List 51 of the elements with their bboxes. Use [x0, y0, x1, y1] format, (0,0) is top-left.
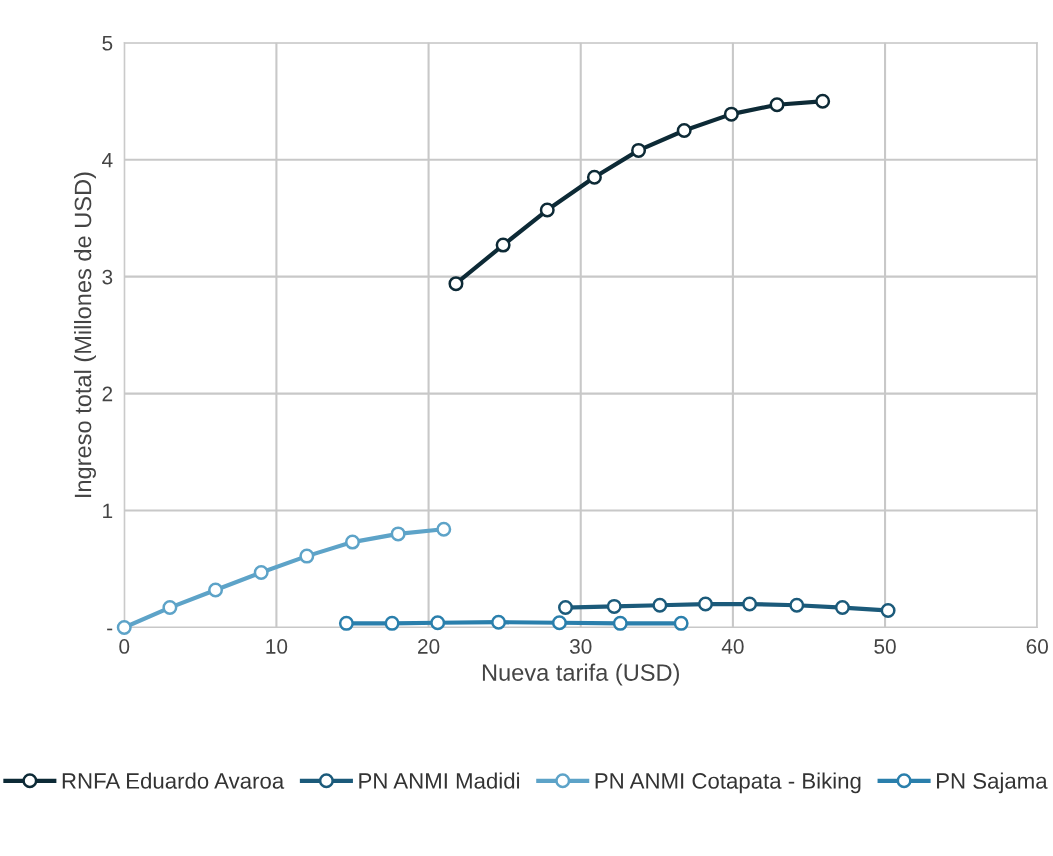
point	[491, 614, 507, 630]
point	[448, 276, 464, 292]
y-tick-label: 3	[102, 269, 113, 285]
x-tick-label: 30	[569, 639, 592, 654]
point	[344, 534, 360, 550]
x-tick-label: 60	[1026, 639, 1048, 654]
legend-label: PN ANMI Cotapata - Biking	[595, 772, 861, 794]
legend-label: PN ANMI Madidi	[359, 772, 520, 789]
point	[558, 600, 574, 616]
y-tick-label: -	[107, 628, 113, 631]
point	[436, 521, 452, 537]
point	[769, 97, 785, 113]
point	[430, 615, 446, 631]
x-tick-label: 10	[266, 639, 288, 654]
y-tick-label: 5	[102, 36, 113, 51]
x-axis-title: Nueva tarifa (USD)	[482, 663, 679, 686]
point	[723, 106, 739, 122]
x-tick-label: 40	[721, 639, 744, 654]
point	[162, 600, 178, 616]
point	[390, 526, 406, 542]
legend-label: PN Sajama	[937, 772, 1048, 794]
point	[208, 582, 224, 598]
point	[652, 597, 668, 613]
point	[631, 142, 647, 158]
point	[116, 619, 132, 635]
point	[539, 202, 555, 218]
y-tick-label: 4	[102, 152, 113, 168]
point	[551, 615, 567, 631]
point	[253, 564, 269, 580]
point	[612, 615, 628, 631]
point	[384, 615, 400, 631]
point	[815, 93, 831, 109]
y-tick-label: 1	[103, 503, 113, 519]
point	[299, 548, 315, 564]
point	[880, 602, 896, 618]
point	[495, 237, 511, 253]
point	[789, 597, 805, 613]
x-tick-label: 20	[418, 639, 440, 654]
legend-label: RNFA Eduardo Avaroa	[62, 772, 285, 789]
point	[673, 615, 689, 631]
point	[338, 615, 354, 631]
point	[676, 123, 692, 138]
x-tick-label: 0	[119, 639, 130, 654]
point	[742, 596, 758, 612]
point	[698, 596, 713, 612]
point	[834, 600, 850, 616]
y-tick-label: 2	[102, 386, 113, 402]
point	[606, 598, 622, 614]
x-tick-label: 50	[874, 639, 896, 654]
y-axis-title: Ingreso total (Millones de USD)	[73, 172, 96, 497]
point	[586, 169, 602, 185]
